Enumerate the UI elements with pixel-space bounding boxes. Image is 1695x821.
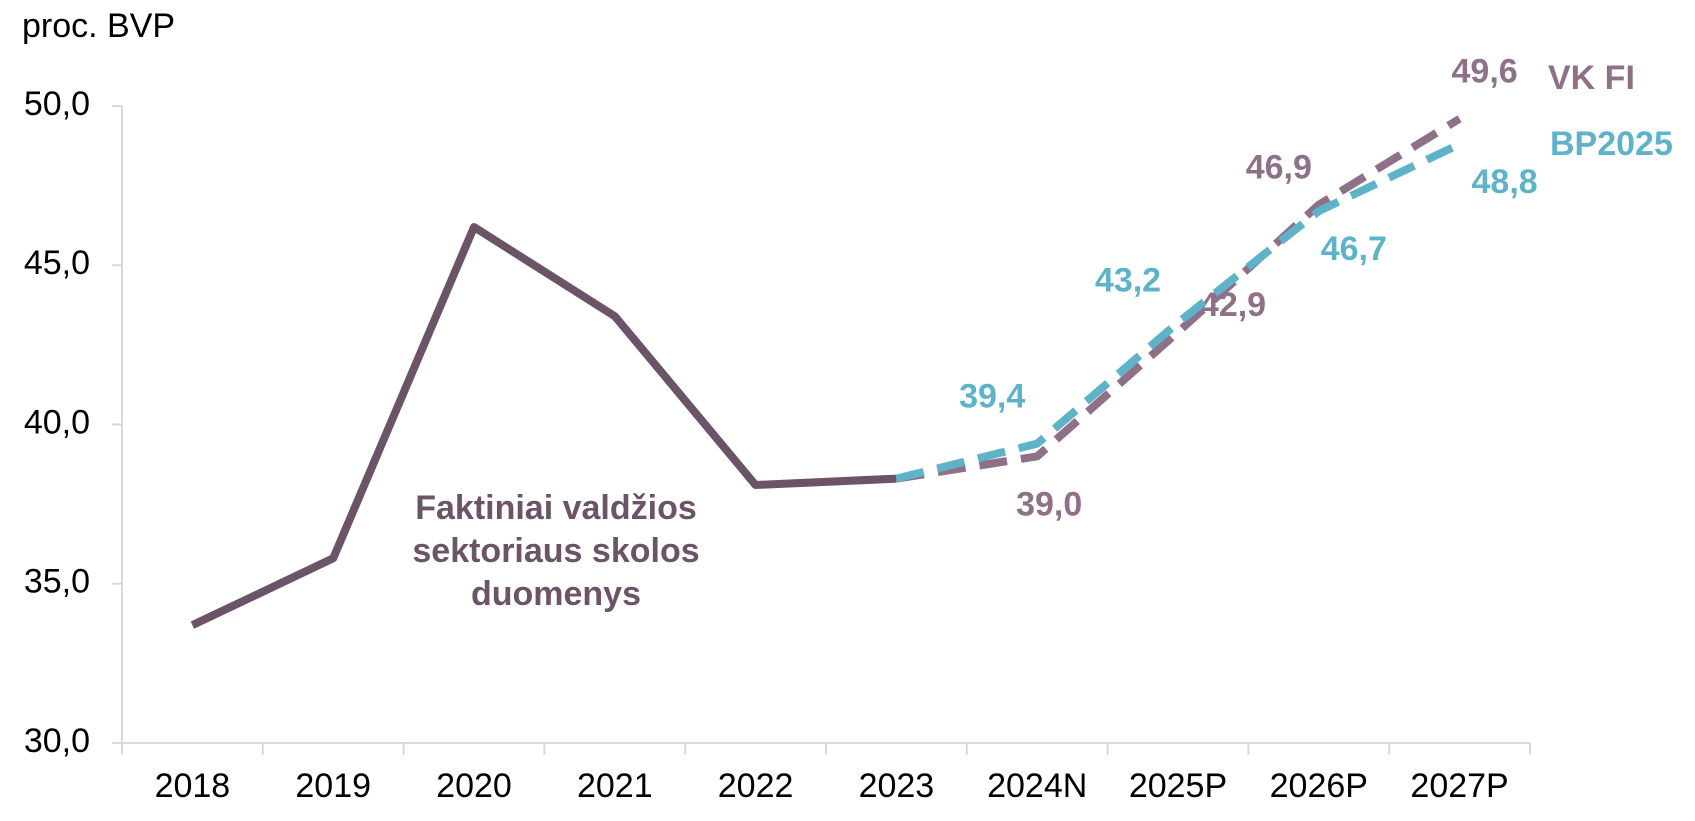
data-label: 48,8: [1472, 163, 1538, 201]
x-tick-label: 2022: [718, 767, 794, 805]
x-tick-label: 2024N: [987, 767, 1087, 805]
x-tick-label: 2023: [859, 767, 935, 805]
y-tick-label: 50,0: [24, 85, 90, 123]
x-tick-label: 2019: [295, 767, 371, 805]
x-tick-label: 2021: [577, 767, 653, 805]
line-solid: [190, 223, 897, 629]
y-axis-label: proc. BVP: [22, 7, 175, 45]
x-tick-label: 2027P: [1410, 767, 1508, 805]
data-label: 46,7: [1321, 230, 1387, 268]
y-tick-label: 30,0: [24, 722, 90, 760]
annotation: duomenys: [471, 575, 641, 613]
y-tick-label: 35,0: [24, 563, 90, 601]
series-label: BP2025: [1550, 125, 1673, 163]
x-tick-label: 2018: [155, 767, 231, 805]
data-label: 43,2: [1095, 262, 1161, 300]
data-label: 39,0: [1016, 485, 1082, 523]
annotation: sektoriaus skolos: [412, 532, 699, 570]
annotation: Faktiniai valdžios: [415, 489, 697, 527]
line-dashed: [895, 115, 1462, 483]
data-label: 42,9: [1200, 286, 1266, 324]
x-tick-label: 2020: [436, 767, 512, 805]
line-dashed: [895, 140, 1462, 483]
series-label: VK FI: [1548, 59, 1635, 97]
x-tick-label: 2025P: [1129, 767, 1227, 805]
data-label: 39,4: [959, 378, 1025, 416]
data-label: 46,9: [1246, 149, 1312, 187]
x-tick-label: 2026P: [1270, 767, 1368, 805]
y-tick-label: 45,0: [24, 244, 90, 282]
data-label: 49,6: [1452, 53, 1518, 91]
y-tick-label: 40,0: [24, 403, 90, 441]
